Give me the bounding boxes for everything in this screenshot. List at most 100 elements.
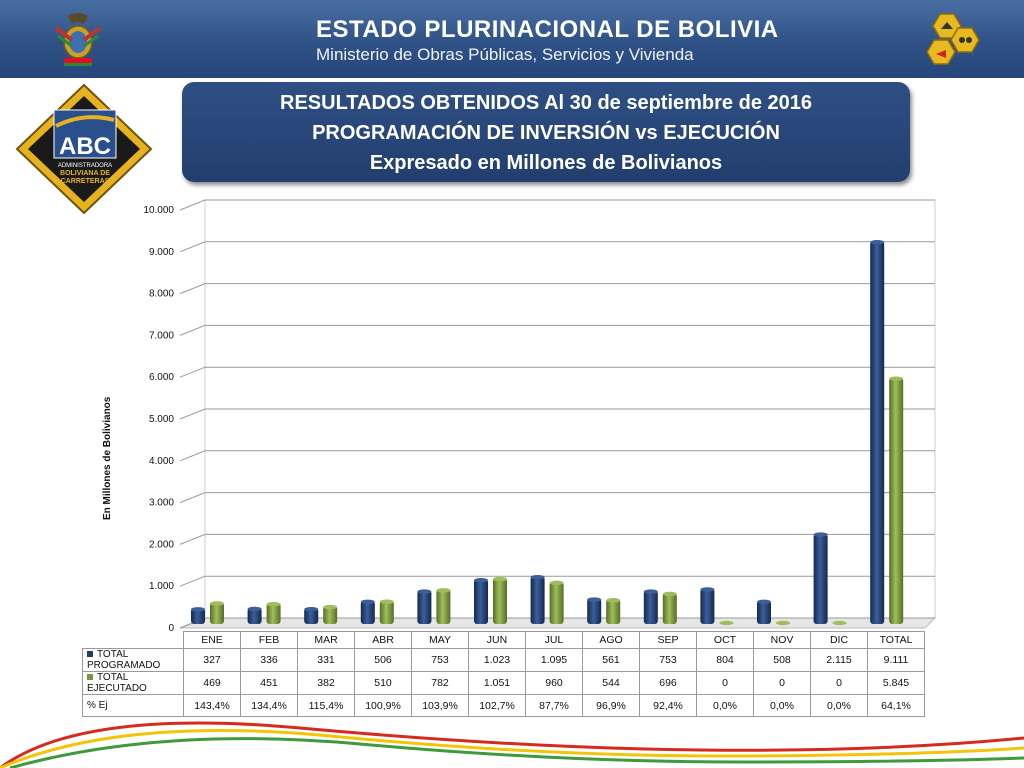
table-cell: 469 xyxy=(183,671,241,695)
table-cell: 331 xyxy=(297,648,355,672)
data-table: ENE FEB MAR ABR MAY JUN JUL AGO SEP OCT NOV DIC TOTA… xyxy=(82,631,925,717)
table-cell: 103,9% xyxy=(411,694,469,717)
x-tick-label: JUN xyxy=(468,631,526,649)
row-label-ejecutado: TOTAL EJECUTADO xyxy=(82,671,184,695)
table-cell: 382 xyxy=(297,671,355,695)
x-tick-label: ABR xyxy=(354,631,412,649)
y-tick-label: 3.000 xyxy=(149,498,174,509)
bar-cap xyxy=(436,588,451,593)
bar-cap xyxy=(700,587,715,592)
bar-cap xyxy=(323,604,338,610)
bar-cap xyxy=(587,597,602,602)
bar xyxy=(474,579,488,624)
table-cell: 696 xyxy=(639,671,697,695)
bar-cap xyxy=(662,591,677,597)
abc-logo-caption-2: BOLIVIANA DE xyxy=(60,170,110,177)
table-row-pct: % Ej 143,4% 134,4% 115,4% 100,9% 103,9% 102,7… xyxy=(82,694,925,717)
abc-logo: ABC ADMINISTRADORA BOLIVIANA DE CARRETER… xyxy=(15,83,153,215)
bar-cap xyxy=(191,607,205,612)
bar xyxy=(191,608,205,624)
gridline xyxy=(179,283,935,295)
legend-key-ejecutado xyxy=(87,674,93,681)
x-tick-label: ENE xyxy=(183,631,241,649)
bar xyxy=(757,600,771,624)
table-cell: 64,1% xyxy=(867,694,925,717)
x-tick-label: SEP xyxy=(639,631,697,649)
table-cell: 5.845 xyxy=(867,671,925,695)
abc-logo-caption-1: ADMINISTRADORA xyxy=(58,163,112,169)
bar-cap xyxy=(870,239,885,245)
row-label-programado: TOTAL PROGRAMADO xyxy=(82,648,184,672)
abc-logo-caption-3: CARRETERAS xyxy=(61,178,110,185)
decorative-swoosh xyxy=(0,721,1024,768)
table-cell: 327 xyxy=(183,648,241,672)
bar xyxy=(323,606,338,624)
gridline xyxy=(179,492,935,504)
table-cell: 1.095 xyxy=(525,648,583,672)
y-tick-label: 8.000 xyxy=(149,289,174,300)
y-tick-label: 4.000 xyxy=(149,456,174,467)
x-tick-label: NOV xyxy=(753,631,811,649)
gridline xyxy=(179,533,935,545)
bar-cap xyxy=(719,620,734,626)
bar xyxy=(643,590,658,624)
bar xyxy=(813,533,828,624)
table-cell: 753 xyxy=(411,648,469,672)
bar-cap xyxy=(813,532,828,537)
table-cell: 102,7% xyxy=(468,694,526,717)
bar xyxy=(436,589,451,624)
bar xyxy=(587,598,602,624)
table-header-row: ENE FEB MAR ABR MAY JUN JUL AGO SEP OCT NOV DIC TOTA… xyxy=(83,631,925,649)
table-cell: 336 xyxy=(240,648,298,672)
x-tick-label: FEB xyxy=(240,631,298,649)
chart-title-line-1: RESULTADOS OBTENIDOS Al 30 de septiembre… xyxy=(280,92,812,114)
bar xyxy=(266,603,281,624)
bar xyxy=(417,590,432,624)
table-cell: 2.115 xyxy=(810,648,868,672)
bar-cap xyxy=(643,589,658,594)
bar-cap xyxy=(474,578,488,583)
y-tick-label: 5.000 xyxy=(149,414,174,425)
bar xyxy=(379,600,394,624)
bar xyxy=(247,607,262,624)
table-cell: 0 xyxy=(753,671,811,695)
table-cell: 1.023 xyxy=(468,648,526,672)
bar-cap xyxy=(247,606,262,612)
gridline xyxy=(179,241,935,253)
table-cell: 0,0% xyxy=(696,694,754,717)
coat-of-arms-icon xyxy=(54,13,102,66)
x-tick-label: DIC xyxy=(810,631,868,649)
bar-cap xyxy=(304,606,319,612)
bar xyxy=(530,576,545,624)
gridline xyxy=(179,199,935,211)
y-tick-label: 6.000 xyxy=(149,372,174,383)
bar xyxy=(304,608,319,624)
ministry-logo-icon xyxy=(926,13,980,65)
gridline xyxy=(179,408,935,420)
table-cell: 0 xyxy=(696,671,754,695)
legend-key-programado xyxy=(87,651,93,658)
bar xyxy=(493,578,507,624)
table-cell: 100,9% xyxy=(354,694,412,717)
gridline xyxy=(179,450,935,462)
x-tick-label: AGO xyxy=(582,631,640,649)
bar-cap xyxy=(889,376,904,381)
header-subtitle: Ministerio de Obras Públicas, Servicios … xyxy=(316,45,694,64)
table-cell: 804 xyxy=(696,648,754,672)
bar xyxy=(700,588,715,624)
bar xyxy=(870,241,885,624)
gridline xyxy=(179,366,935,378)
y-tick-label: 10.000 xyxy=(143,205,174,216)
bar xyxy=(360,600,375,624)
table-cell: 506 xyxy=(354,648,412,672)
bar xyxy=(662,592,677,624)
table-cell: 508 xyxy=(753,648,811,672)
table-cell: 0,0% xyxy=(810,694,868,717)
table-cell: 510 xyxy=(354,671,412,695)
y-tick-label: 1.000 xyxy=(149,581,174,592)
bar-cap xyxy=(360,599,375,605)
bar-cap xyxy=(776,620,790,626)
x-tick-label: JUL xyxy=(525,631,583,649)
table-cell: 561 xyxy=(582,648,640,672)
